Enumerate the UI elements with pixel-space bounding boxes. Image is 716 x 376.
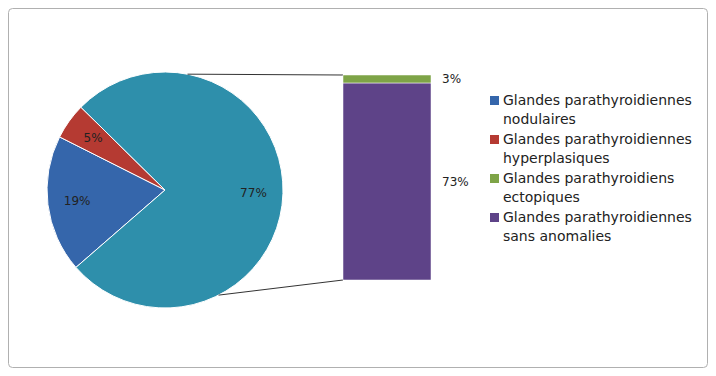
legend-label: Glandes parathyroidiennesnodulaires (503, 92, 692, 127)
connector (188, 74, 343, 76)
bar-segment (343, 75, 431, 83)
legend-swatch (490, 174, 499, 183)
connector (219, 280, 343, 295)
data-label: 19% (64, 194, 91, 208)
pie (47, 72, 283, 308)
legend-swatch (490, 96, 499, 105)
legend-label: Glandes parathyroidiensectopiques (503, 170, 674, 205)
data-label: 5% (84, 131, 103, 145)
pie-slice (76, 72, 283, 308)
legend-label: Glandes parathyroidienneshyperplasiques (503, 131, 692, 166)
data-label: 77% (240, 186, 267, 200)
chart: 19% 5% 77% 3% 73% Glandes parathyroidiennesno… (0, 0, 716, 376)
legend-swatch (490, 213, 499, 222)
bar-segment (343, 83, 431, 280)
legend: Glandes parathyroidiennesnodulaires Gland… (490, 92, 692, 244)
secondary-bar (343, 75, 431, 280)
legend-swatch (490, 135, 499, 144)
data-label: 3% (442, 72, 461, 86)
legend-label: Glandes parathyroidiennessans anomalies (503, 209, 692, 244)
chart-frame (9, 9, 708, 368)
data-label: 73% (442, 175, 469, 189)
